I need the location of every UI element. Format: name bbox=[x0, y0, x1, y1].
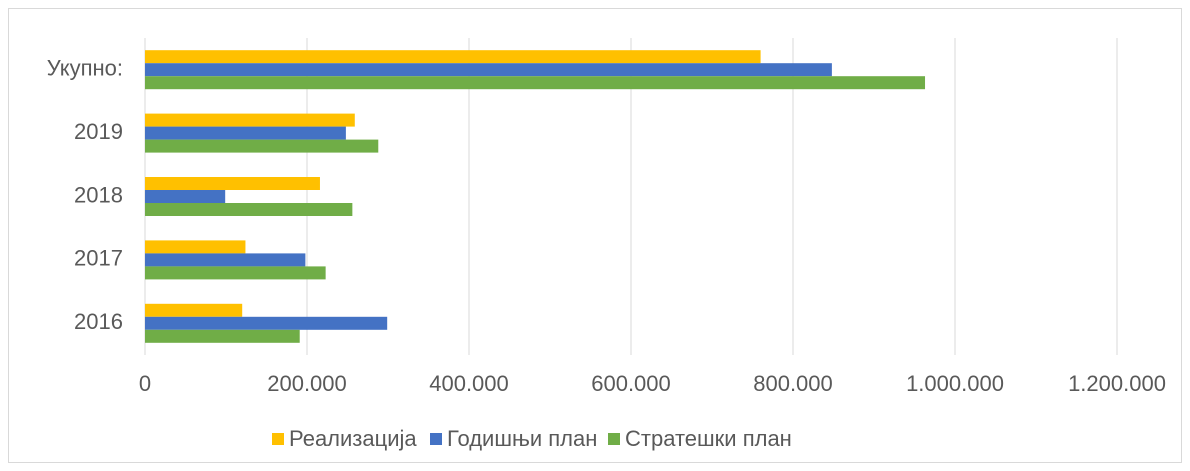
y-tick-label: 2019 bbox=[74, 119, 123, 144]
bar bbox=[145, 329, 300, 343]
x-tick-label: 1.200.000 bbox=[1068, 371, 1166, 396]
bar bbox=[145, 63, 832, 77]
bar bbox=[145, 50, 761, 64]
bar bbox=[145, 203, 353, 216]
y-tick-label: 2018 bbox=[74, 182, 123, 207]
x-tick-label: 1.000.000 bbox=[906, 371, 1004, 396]
bar bbox=[145, 113, 355, 127]
bar bbox=[145, 139, 379, 153]
bar bbox=[145, 76, 926, 90]
y-tick-label: 2016 bbox=[74, 309, 123, 334]
y-tick-label: 2017 bbox=[74, 246, 123, 271]
x-tick-label: 200.000 bbox=[267, 371, 347, 396]
y-tick-label: Укупно: bbox=[47, 56, 123, 81]
x-tick-label: 800.000 bbox=[753, 371, 833, 396]
legend-swatch bbox=[608, 433, 620, 445]
bar bbox=[145, 316, 388, 330]
bar bbox=[145, 177, 320, 190]
legend-label: Реализација bbox=[289, 426, 417, 451]
bar bbox=[145, 303, 243, 317]
legend-label: Стратешки план bbox=[625, 426, 792, 451]
legend-swatch bbox=[430, 433, 442, 445]
bar bbox=[145, 190, 226, 203]
x-tick-label: 400.000 bbox=[429, 371, 509, 396]
bar bbox=[145, 266, 326, 280]
bar bbox=[145, 240, 246, 254]
bar bbox=[145, 253, 306, 267]
x-tick-label: 600.000 bbox=[591, 371, 671, 396]
legend-label: Годишњи план bbox=[447, 426, 597, 451]
x-tick-label: 0 bbox=[139, 371, 151, 396]
bar bbox=[145, 126, 346, 140]
legend-swatch bbox=[272, 433, 284, 445]
